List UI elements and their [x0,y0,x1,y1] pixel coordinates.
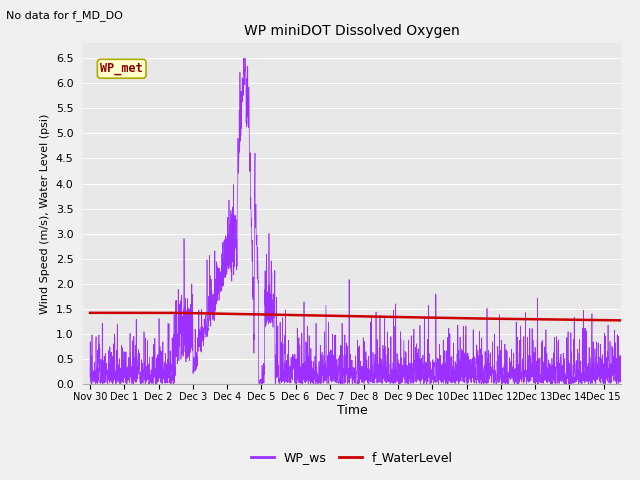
WP_ws [550,355,557,361]
Line: f_WaterLevel: f_WaterLevel [90,313,621,320]
WP_ws [240,55,248,61]
Title: WP miniDOT Dissolved Oxygen: WP miniDOT Dissolved Oxygen [244,24,460,38]
Legend: WP_ws, f_WaterLevel: WP_ws, f_WaterLevel [246,446,458,469]
WP_ws [290,356,298,361]
Line: WP_ws: WP_ws [90,58,621,384]
WP_ws [313,364,321,370]
f_WaterLevel [617,317,625,323]
X-axis label: Time: Time [337,405,367,418]
WP_ws [600,381,607,387]
f_WaterLevel [339,313,346,319]
WP_ws [607,376,614,382]
Text: No data for f_MD_DO: No data for f_MD_DO [6,10,124,21]
WP_ws [86,374,94,380]
Text: WP_met: WP_met [100,62,143,75]
f_WaterLevel [86,310,94,316]
WP_ws [617,352,625,358]
Y-axis label: Wind Speed (m/s), Water Level (psi): Wind Speed (m/s), Water Level (psi) [40,113,50,314]
WP_ws [178,334,186,340]
f_WaterLevel [373,314,381,320]
f_WaterLevel [521,316,529,322]
f_WaterLevel [604,317,612,323]
WP_ws [147,378,154,384]
f_WaterLevel [402,314,410,320]
f_WaterLevel [342,313,349,319]
